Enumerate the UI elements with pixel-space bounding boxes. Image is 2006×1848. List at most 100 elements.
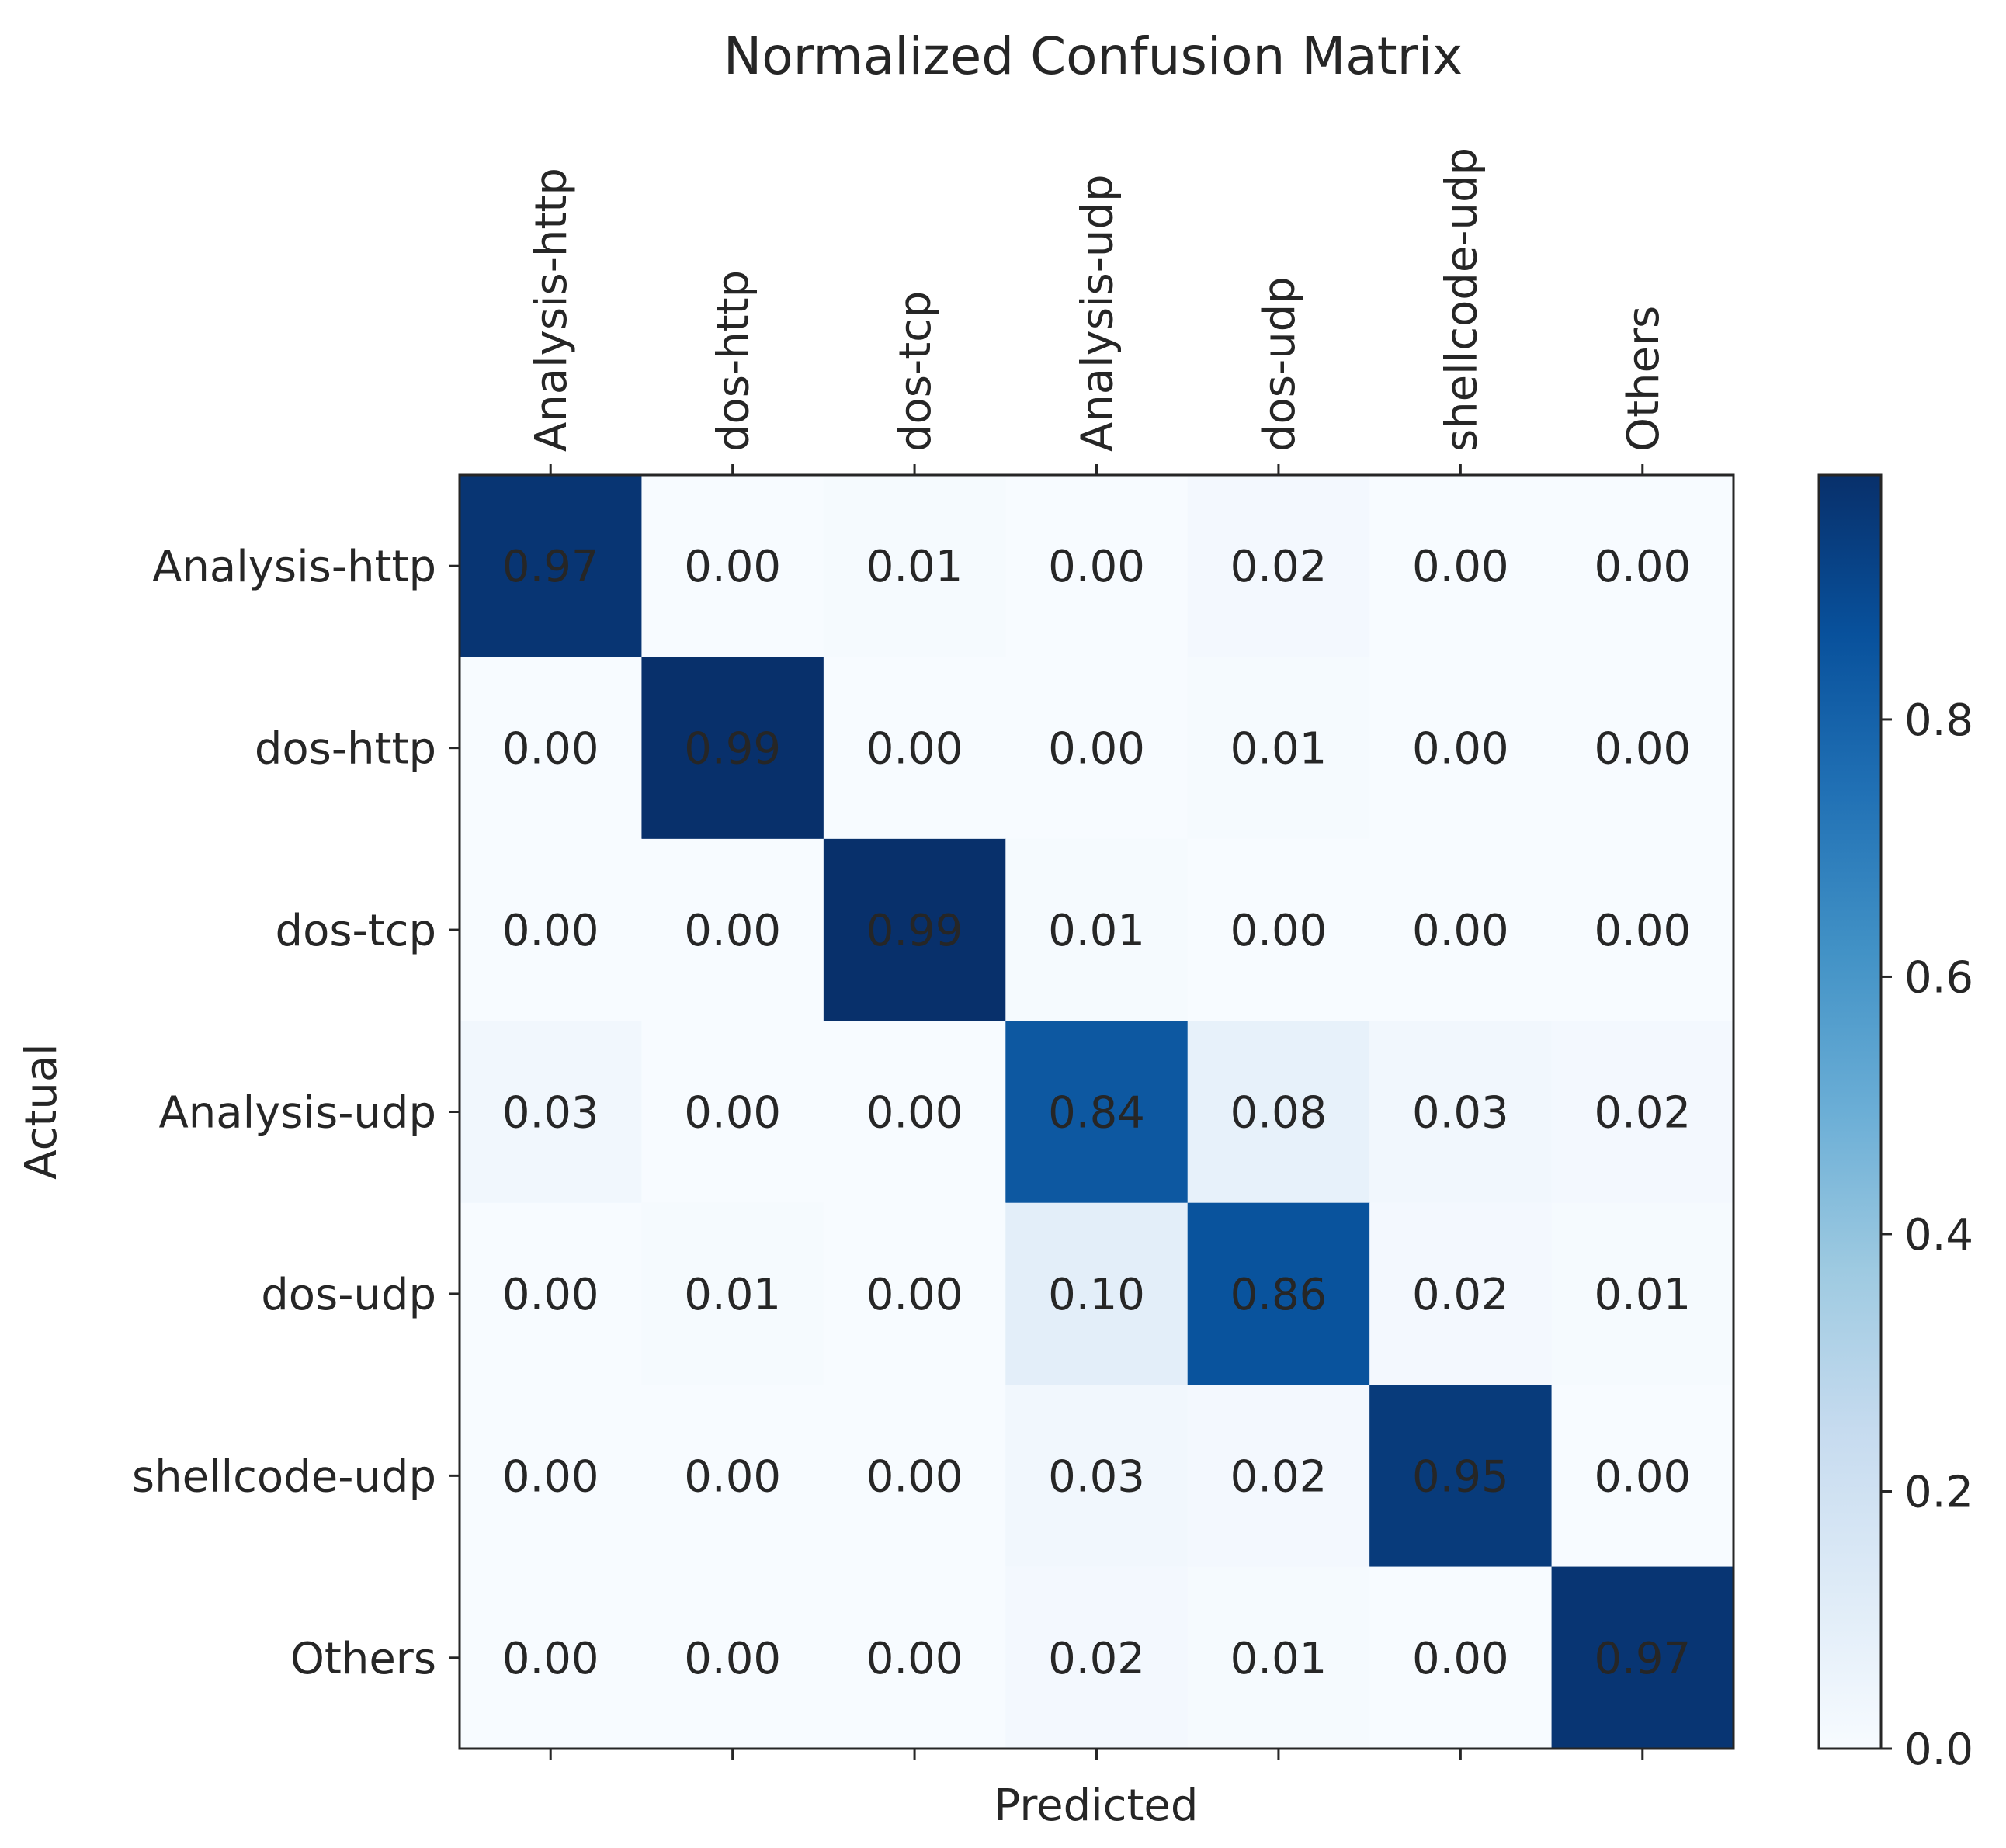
x-axis-label: Predicted: [994, 1780, 1199, 1831]
cell-value-label: 0.00: [866, 724, 963, 775]
cell-value-label: 0.00: [684, 1088, 781, 1139]
heatmap-cell: [1187, 657, 1370, 840]
heatmap-cell: [1369, 657, 1553, 840]
cell-value-label: 0.01: [866, 542, 963, 592]
cell-value-label: 0.00: [684, 1451, 781, 1502]
heatmap-cell: [1005, 1566, 1189, 1749]
heatmap-cell: [1551, 1021, 1734, 1204]
cell-value-label: 0.00: [684, 1634, 781, 1684]
cell-value-label: 0.95: [1412, 1451, 1509, 1502]
colorbar-tick-label: 0.6: [1904, 952, 1973, 1003]
heatmap-cell: [641, 475, 824, 658]
cell-value-label: 0.99: [684, 724, 781, 775]
colorbar-tick-label: 0.2: [1904, 1467, 1973, 1517]
heatmap-cell: [1005, 657, 1189, 840]
heatmap-cell: [641, 838, 824, 1021]
cell-value-label: 0.00: [502, 1451, 599, 1502]
heatmap-cell: [1369, 1202, 1553, 1385]
heatmap-cell: [1369, 1566, 1553, 1749]
x-tick-label: Others: [1619, 306, 1669, 452]
y-tick-label: dos-tcp: [276, 906, 436, 956]
y-axis-label: Actual: [16, 1043, 67, 1179]
cell-value-label: 0.01: [1594, 1270, 1691, 1320]
heatmap-cell: [823, 657, 1006, 840]
cell-value-label: 0.01: [1048, 906, 1145, 956]
cell-value-label: 0.97: [502, 542, 599, 592]
cell-value-label: 0.01: [684, 1270, 781, 1320]
heatmap-cell: [1551, 475, 1734, 658]
heatmap-cell: [1369, 475, 1553, 658]
cell-value-label: 0.02: [1048, 1634, 1145, 1684]
y-tick-label: shellcode-udp: [132, 1451, 436, 1502]
heatmap-cell: [1187, 475, 1370, 658]
cell-value-label: 0.00: [684, 542, 781, 592]
y-tick-label: dos-http: [255, 724, 436, 775]
chart-title: Normalized Confusion Matrix: [724, 26, 1463, 86]
cell-value-label: 0.00: [1412, 906, 1509, 956]
heatmap-cell: [1005, 1385, 1189, 1568]
heatmap-cell: [823, 1202, 1006, 1385]
heatmap-cell: [1187, 1202, 1370, 1385]
cell-value-label: 0.00: [1230, 906, 1328, 956]
heatmap-cell: [823, 1566, 1006, 1749]
cell-value-label: 0.02: [1230, 1451, 1328, 1502]
x-tick-label: shellcode-udp: [1436, 147, 1487, 452]
cell-value-label: 0.00: [502, 1634, 599, 1684]
x-tick-label: dos-http: [709, 270, 759, 452]
cell-value-label: 0.03: [502, 1088, 599, 1139]
heatmap-cell: [1551, 657, 1734, 840]
cell-value-label: 0.00: [502, 724, 599, 775]
cell-value-label: 0.00: [1412, 724, 1509, 775]
cell-value-label: 0.02: [1594, 1088, 1691, 1139]
heatmap-cell: [1551, 1385, 1734, 1568]
heatmap-cell: [1005, 1202, 1189, 1385]
cell-value-label: 0.02: [1412, 1270, 1509, 1320]
x-tick-label: Analysis-http: [526, 168, 577, 452]
heatmap-cell: [823, 1385, 1006, 1568]
heatmap-cell: [1551, 1566, 1734, 1749]
heatmap-cell: [460, 1566, 643, 1749]
heatmap-cell: [460, 1202, 643, 1385]
heatmap-cell: [1369, 1385, 1553, 1568]
heatmap-cell: [460, 1385, 643, 1568]
heatmap-cell: [1187, 838, 1370, 1021]
heatmap-cell: [1551, 1202, 1734, 1385]
heatmap-cell: [1187, 1385, 1370, 1568]
colorbar-ticks: 0.0 0.2 0.4 0.6 0.8: [1881, 695, 1973, 1775]
cell-value-label: 0.00: [866, 1270, 963, 1320]
x-tick-label: dos-udp: [1255, 276, 1305, 452]
cell-value-label: 0.10: [1048, 1270, 1145, 1320]
cell-value-label: 0.01: [1230, 1634, 1328, 1684]
heatmap-cell: [823, 838, 1006, 1021]
colorbar-gradient: [1817, 473, 1883, 1750]
heatmap-cell: [460, 657, 643, 840]
heatmap-cell: [641, 1566, 824, 1749]
heatmap-cell: [641, 1202, 824, 1385]
cell-value-label: 0.00: [866, 1634, 963, 1684]
heatmap-cell: [1551, 838, 1734, 1021]
heatmap-cell: [1187, 1021, 1370, 1204]
cell-value-label: 0.97: [1594, 1634, 1691, 1684]
heatmap-cell: [641, 1385, 824, 1568]
cell-value-label: 0.99: [866, 906, 963, 956]
cell-value-label: 0.00: [1594, 906, 1691, 956]
colorbar-tick-label: 0.0: [1904, 1725, 1973, 1775]
y-tick-label: Others: [290, 1634, 436, 1684]
cell-value-label: 0.01: [1230, 724, 1328, 775]
x-axis-ticks: Analysis-http dos-http dos-tcp Analysis-udp…: [526, 147, 1669, 1760]
cell-value-label: 0.86: [1230, 1270, 1328, 1320]
cell-value-label: 0.00: [684, 906, 781, 956]
cell-value-label: 0.00: [1412, 542, 1509, 592]
cell-value-label: 0.84: [1048, 1088, 1145, 1139]
heatmap-cell: [823, 1021, 1006, 1204]
heatmap-cell: [460, 1021, 643, 1204]
heatmap-cell: [1369, 838, 1553, 1021]
heatmap-cell: [1005, 475, 1189, 658]
cell-value-label: 0.00: [866, 1451, 963, 1502]
heatmap-cell: [641, 657, 824, 840]
cell-value-label: 0.00: [1412, 1634, 1509, 1684]
heatmap-cell: [1369, 1021, 1553, 1204]
x-tick-label: dos-tcp: [890, 291, 941, 452]
heatmap-cell: [460, 838, 643, 1021]
heatmap-cell: [1005, 1021, 1189, 1204]
